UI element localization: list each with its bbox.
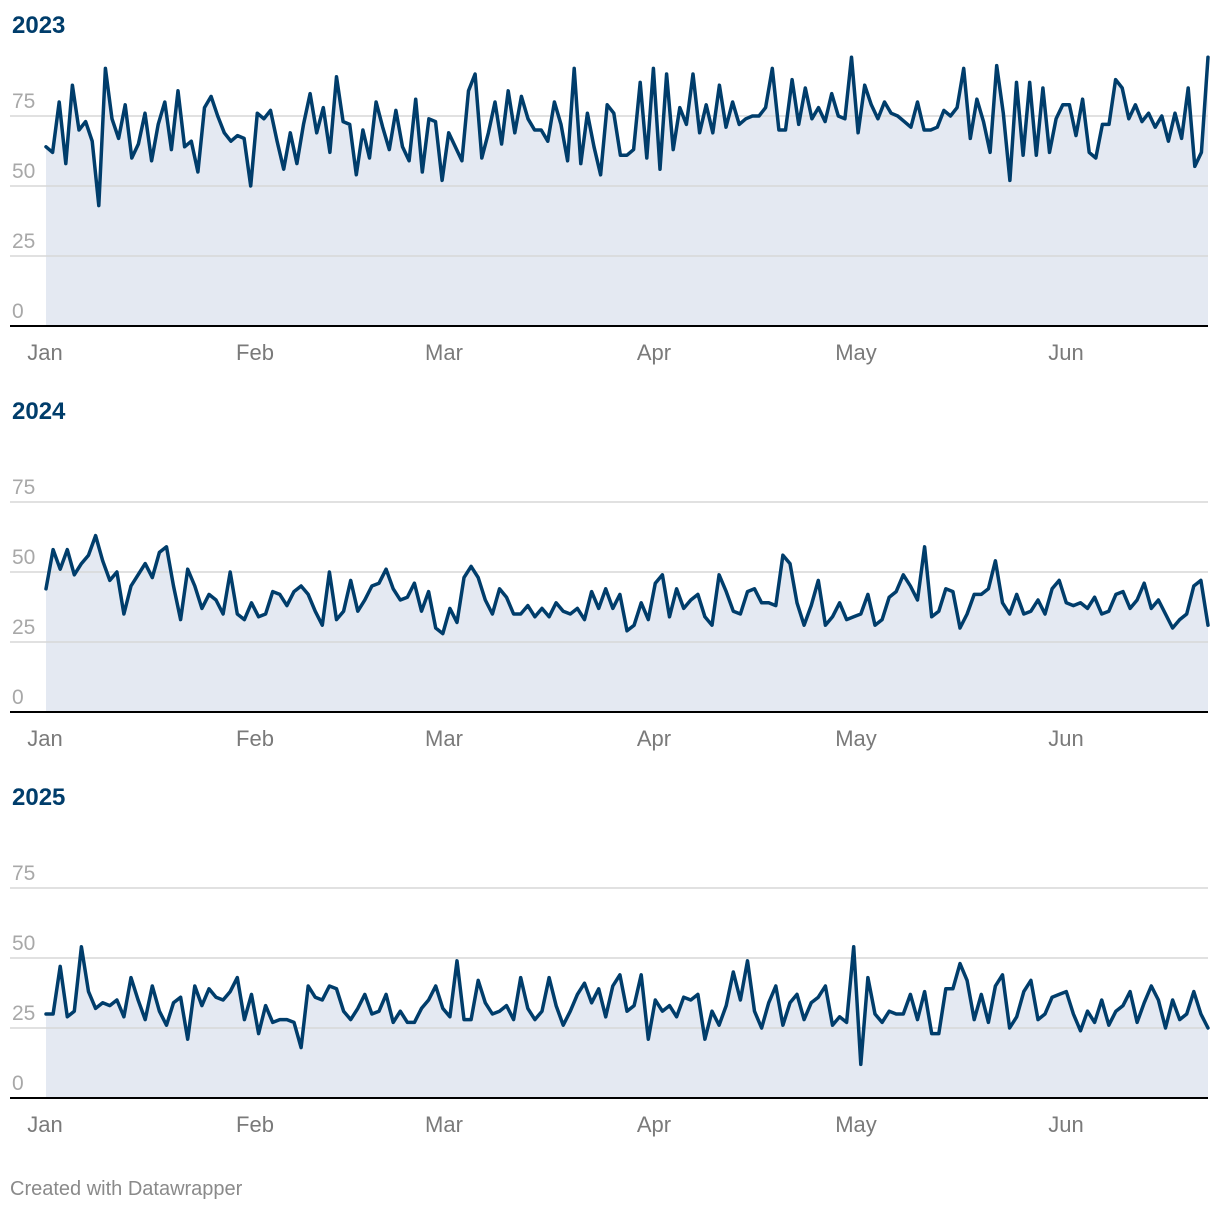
y-tick-label: 50	[12, 160, 35, 183]
x-tick-label: Jun	[1048, 1112, 1083, 1137]
x-tick-label: Mar	[425, 340, 463, 365]
area-fill	[46, 57, 1208, 326]
x-tick-label: Apr	[637, 1112, 671, 1137]
series-line	[44, 533, 1210, 636]
chart-title: 2025	[12, 784, 65, 811]
x-tick-label: May	[835, 340, 877, 365]
x-tick-label: Mar	[425, 1112, 463, 1137]
x-tick-label: Jun	[1048, 340, 1083, 365]
series-line	[44, 945, 1210, 1067]
x-tick-label: May	[835, 1112, 877, 1137]
footer-credit: Created with Datawrapper	[10, 1178, 243, 1200]
area-fill	[46, 946, 1208, 1098]
chart-panel-2023: 2023 0 25 50 75 Jan Feb Mar Apr May Jun	[10, 12, 1210, 365]
x-tick-label: Jun	[1048, 726, 1083, 751]
y-tick-label: 25	[12, 230, 35, 253]
x-tick-label: Feb	[236, 340, 274, 365]
x-tick-label: May	[835, 726, 877, 751]
y-tick-label: 75	[12, 90, 35, 113]
series-line	[44, 55, 1210, 208]
x-tick-label: Jan	[27, 726, 62, 751]
x-tick-label: Apr	[637, 726, 671, 751]
y-tick-label: 0	[12, 1072, 24, 1095]
y-tick-label: 75	[12, 862, 35, 885]
y-tick-label: 50	[12, 546, 35, 569]
x-tick-label: Feb	[236, 726, 274, 751]
x-tick-label: Jan	[27, 1112, 62, 1137]
chart-title: 2024	[12, 398, 66, 425]
x-tick-label: Apr	[637, 340, 671, 365]
y-tick-label: 0	[12, 686, 24, 709]
x-tick-label: Mar	[425, 726, 463, 751]
y-tick-label: 0	[12, 300, 24, 323]
x-tick-label: Jan	[27, 340, 62, 365]
y-tick-label: 50	[12, 932, 35, 955]
x-tick-label: Feb	[236, 1112, 274, 1137]
area-fill	[46, 535, 1208, 712]
y-tick-label: 75	[12, 476, 35, 499]
chart-title: 2023	[12, 12, 65, 39]
y-tick-label: 25	[12, 1002, 35, 1025]
y-tick-label: 25	[12, 616, 35, 639]
chart-panel-2024: 2024 0 25 50 75 Jan Feb Mar Apr May Jun	[10, 398, 1210, 751]
chart-panel-2025: 2025 0 25 50 75 Jan Feb Mar Apr May Jun	[10, 784, 1210, 1137]
